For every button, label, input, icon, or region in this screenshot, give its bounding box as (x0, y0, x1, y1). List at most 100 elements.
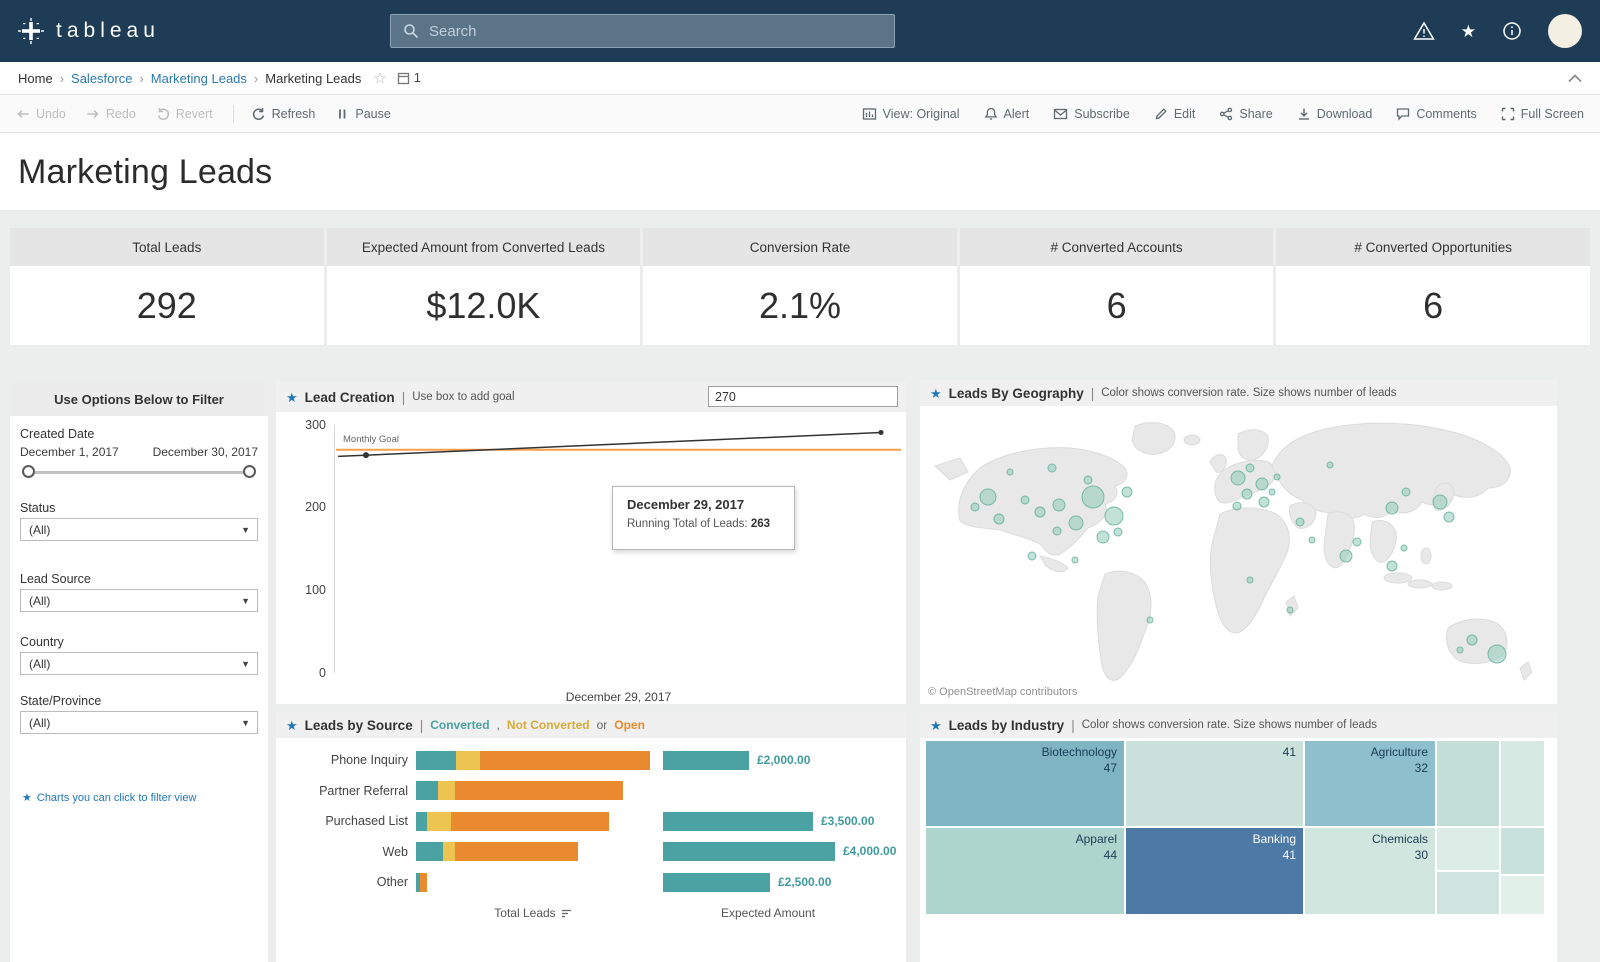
bar-segment-not_converted[interactable] (427, 811, 451, 831)
map-bubble[interactable] (1071, 556, 1079, 564)
refresh-button[interactable]: Refresh (252, 107, 315, 121)
map-bubble[interactable] (1339, 549, 1353, 563)
map-bubble[interactable] (1255, 477, 1269, 491)
line-chart-plot[interactable] (336, 425, 901, 673)
map-bubble[interactable] (1068, 515, 1084, 531)
download-button[interactable]: Download (1297, 107, 1372, 121)
undo-button[interactable]: Undo (16, 107, 66, 121)
breadcrumb-home[interactable]: Home (18, 70, 53, 86)
map-bubble[interactable] (1034, 506, 1046, 518)
country-dropdown[interactable]: (All) ▼ (20, 652, 258, 675)
map-bubble[interactable] (1258, 496, 1270, 508)
comments-button[interactable]: Comments (1396, 107, 1477, 121)
bar-segment-converted[interactable] (416, 872, 420, 892)
treemap-cell[interactable] (1436, 827, 1500, 871)
treemap-cell[interactable] (1500, 827, 1545, 875)
map-bubble[interactable] (1386, 560, 1398, 572)
map-bubble[interactable] (1113, 527, 1123, 537)
breadcrumb-salesforce[interactable]: Salesforce (71, 70, 133, 86)
alert-triangle-icon[interactable] (1412, 21, 1435, 41)
running-total-line[interactable] (337, 431, 882, 458)
map-bubble[interactable] (993, 513, 1005, 525)
map-bubble[interactable] (1121, 486, 1133, 498)
map-bubble[interactable] (1466, 634, 1478, 646)
slider-handle-end[interactable] (243, 465, 256, 478)
line-end-mark[interactable] (878, 429, 884, 435)
user-avatar[interactable] (1548, 14, 1582, 48)
edit-button[interactable]: Edit (1154, 107, 1195, 121)
map-bubble[interactable] (1230, 470, 1246, 486)
bar-segment-open[interactable] (455, 842, 578, 862)
map-bubble[interactable] (1268, 488, 1276, 496)
world-map[interactable] (920, 406, 1557, 704)
map-bubble[interactable] (1246, 576, 1254, 584)
map-bubble[interactable] (1308, 536, 1316, 544)
map-bubble[interactable] (1020, 495, 1030, 505)
map-bubble[interactable] (1401, 487, 1411, 497)
lead-source-dropdown[interactable]: (All) ▼ (20, 589, 258, 612)
bar-segment-not_converted[interactable] (456, 750, 480, 770)
treemap-cell-apparel[interactable]: Apparel 44 (925, 827, 1125, 915)
subscribe-button[interactable]: Subscribe (1053, 107, 1130, 121)
map-bubble[interactable] (1081, 485, 1105, 509)
treemap-cell[interactable] (1436, 871, 1500, 915)
map-bubble[interactable] (1326, 461, 1334, 469)
total-leads-axis-sort[interactable]: Total Leads (416, 906, 650, 920)
map-bubble[interactable] (1432, 494, 1448, 510)
bar-segment-converted[interactable] (416, 781, 438, 801)
map-bubble[interactable] (1006, 468, 1014, 476)
map-bubble[interactable] (1352, 537, 1362, 547)
slider-handle-start[interactable] (22, 465, 35, 478)
filter-hint-link[interactable]: ★ Charts you can click to filter view (22, 792, 196, 804)
bar-segment-converted[interactable] (416, 750, 456, 770)
state-province-dropdown[interactable]: (All) ▼ (20, 711, 258, 734)
breadcrumb-marketing-leads[interactable]: Marketing Leads (150, 70, 247, 86)
expected-amount-bar[interactable] (663, 842, 835, 862)
share-button[interactable]: Share (1219, 107, 1273, 121)
map-bubble[interactable] (1295, 517, 1305, 527)
search-input[interactable] (429, 22, 882, 40)
map-bubble[interactable] (1487, 644, 1507, 664)
collapse-header-chevron-icon[interactable] (1568, 73, 1582, 83)
bar-segment-not_converted[interactable] (443, 842, 455, 862)
map-bubble[interactable] (1443, 511, 1455, 523)
treemap-cell[interactable] (1436, 740, 1500, 827)
goal-input[interactable] (708, 386, 898, 407)
map-bubble[interactable] (970, 502, 980, 512)
treemap-cell-chemicals[interactable]: Chemicals 30 (1304, 827, 1436, 915)
treemap-cell[interactable] (1500, 875, 1545, 915)
bar-segment-open[interactable] (480, 750, 650, 770)
map-bubble[interactable] (979, 488, 997, 506)
map-bubble[interactable] (1083, 475, 1093, 485)
info-icon[interactable] (1502, 21, 1522, 41)
map-bubble[interactable] (1027, 551, 1037, 561)
status-dropdown[interactable]: (All) ▼ (20, 518, 258, 541)
expected-amount-bar[interactable] (663, 750, 749, 770)
redo-button[interactable]: Redo (86, 107, 136, 121)
pause-button[interactable]: Pause (335, 107, 391, 121)
map-bubble[interactable] (1096, 530, 1110, 544)
treemap-cell[interactable]: 41 (1125, 740, 1304, 827)
bar-segment-not_converted[interactable] (438, 781, 455, 801)
line-start-mark[interactable] (363, 452, 369, 459)
favorites-star-icon[interactable]: ★ (1460, 21, 1476, 41)
map-bubble[interactable] (1400, 544, 1408, 552)
map-bubble[interactable] (1245, 463, 1255, 473)
map-bubble[interactable] (1047, 463, 1057, 473)
map-bubble[interactable] (1104, 506, 1124, 526)
treemap-cell-agriculture[interactable]: Agriculture 32 (1304, 740, 1436, 827)
map-bubble[interactable] (1052, 498, 1066, 512)
view-original-button[interactable]: View: Original (862, 107, 960, 121)
fullscreen-button[interactable]: Full Screen (1501, 107, 1584, 121)
bar-segment-open[interactable] (420, 872, 427, 892)
map-bubble[interactable] (1146, 616, 1154, 624)
map-bubble[interactable] (1273, 473, 1281, 481)
map-bubble[interactable] (1241, 488, 1253, 500)
tableau-logo[interactable]: tableau (0, 18, 160, 44)
bar-segment-converted[interactable] (416, 811, 427, 831)
map-bubble[interactable] (1456, 646, 1464, 654)
map-bubble[interactable] (1052, 526, 1062, 536)
treemap-cell[interactable] (1500, 740, 1545, 827)
map-bubble[interactable] (1232, 501, 1242, 511)
map-bubble[interactable] (1286, 606, 1294, 614)
